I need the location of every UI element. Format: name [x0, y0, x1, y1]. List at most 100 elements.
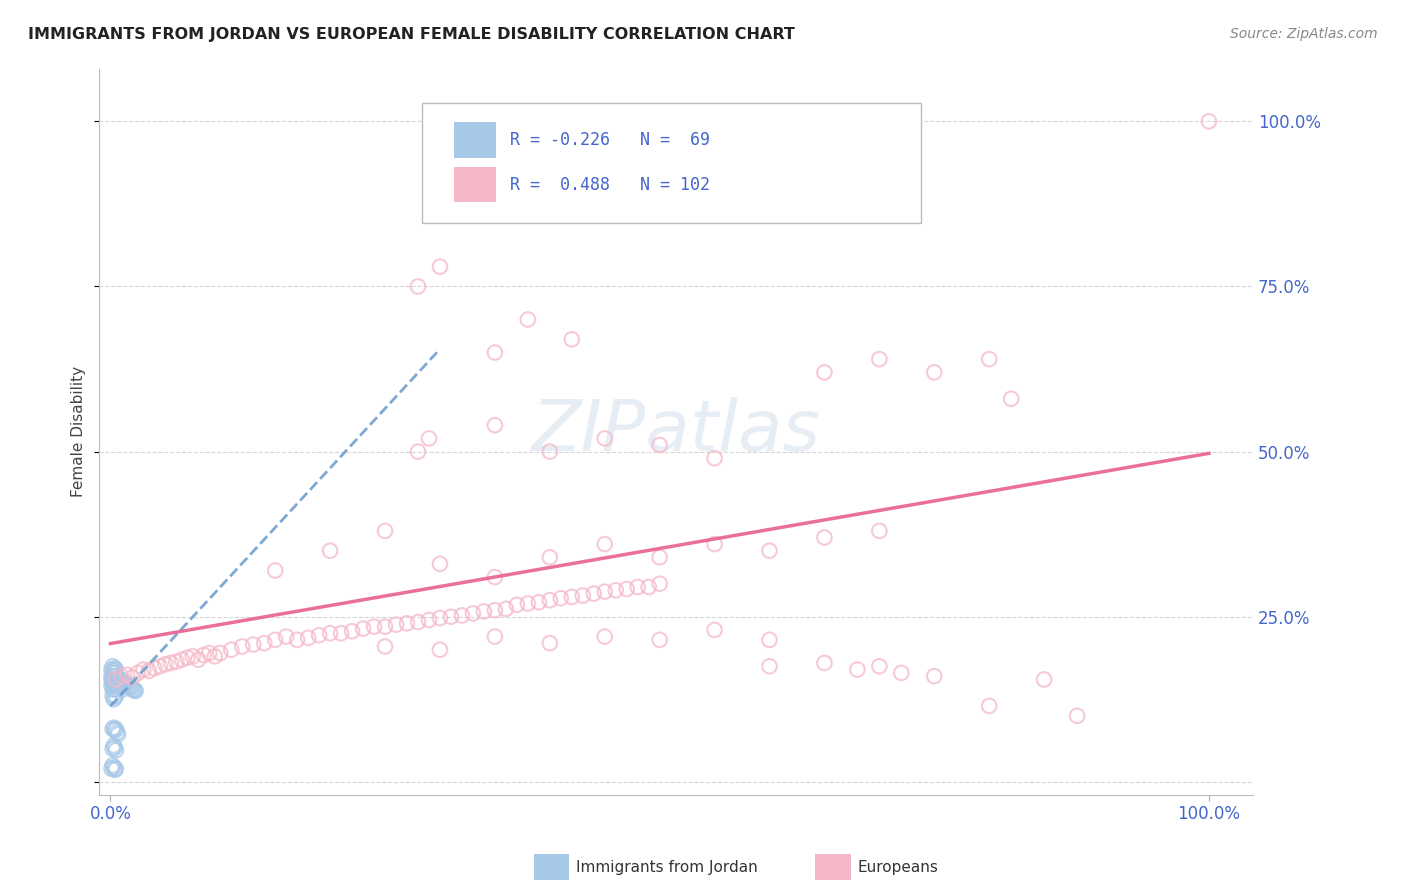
Text: Immigrants from Jordan: Immigrants from Jordan: [576, 860, 758, 874]
Point: [111, 682, 134, 697]
Point: [104, 675, 127, 690]
Point: [107, 727, 129, 741]
Point: [461, 607, 484, 621]
Text: R = -0.226   N =  69: R = -0.226 N = 69: [510, 131, 710, 149]
Point: [103, 760, 125, 774]
Point: [648, 632, 671, 647]
Point: [115, 677, 138, 691]
Point: [104, 669, 127, 683]
Point: [516, 597, 538, 611]
Point: [120, 681, 142, 695]
Point: [103, 664, 125, 678]
Point: [385, 617, 408, 632]
Point: [104, 723, 127, 738]
Point: [253, 636, 276, 650]
Point: [516, 194, 538, 208]
Point: [374, 640, 396, 654]
Point: [922, 365, 945, 379]
Point: [104, 665, 127, 680]
Point: [101, 675, 124, 690]
Point: [429, 557, 451, 571]
Point: [593, 584, 616, 599]
Point: [104, 682, 127, 697]
Point: [104, 673, 127, 687]
Point: [104, 673, 127, 687]
Point: [1000, 392, 1022, 406]
Point: [703, 451, 725, 466]
Point: [103, 673, 125, 687]
Point: [285, 632, 308, 647]
Point: [110, 673, 132, 687]
Point: [101, 722, 124, 736]
Point: [242, 638, 264, 652]
Point: [264, 632, 287, 647]
Point: [538, 593, 561, 607]
Point: [648, 576, 671, 591]
Point: [648, 438, 671, 452]
Point: [143, 661, 166, 675]
Point: [103, 669, 125, 683]
Point: [374, 620, 396, 634]
Point: [297, 631, 319, 645]
Point: [103, 721, 125, 735]
Point: [637, 580, 659, 594]
Point: [101, 659, 124, 673]
Point: [101, 665, 124, 680]
Point: [231, 640, 253, 654]
Point: [108, 679, 131, 693]
Point: [319, 543, 342, 558]
Point: [516, 312, 538, 326]
Point: [627, 580, 650, 594]
Point: [204, 649, 226, 664]
Point: [758, 632, 780, 647]
Point: [429, 260, 451, 274]
Point: [103, 692, 125, 706]
Point: [374, 524, 396, 538]
Point: [922, 669, 945, 683]
Point: [138, 664, 160, 678]
Point: [114, 677, 136, 691]
Point: [308, 628, 330, 642]
Point: [605, 583, 627, 598]
Point: [593, 431, 616, 445]
Point: [170, 653, 193, 667]
Point: [115, 668, 138, 682]
Point: [495, 602, 517, 616]
Point: [209, 646, 232, 660]
Point: [582, 586, 605, 600]
Point: [758, 659, 780, 673]
Point: [484, 570, 506, 584]
Point: [406, 615, 429, 629]
Point: [100, 673, 122, 687]
Point: [104, 690, 127, 705]
Point: [112, 675, 135, 690]
Point: [120, 681, 142, 695]
Point: [484, 630, 506, 644]
Point: [538, 444, 561, 458]
Point: [149, 659, 172, 673]
Point: [112, 679, 135, 693]
Point: [122, 682, 145, 697]
Point: [890, 665, 912, 680]
Point: [561, 332, 583, 346]
Point: [100, 663, 122, 677]
Point: [176, 650, 198, 665]
Point: [104, 763, 127, 777]
Point: [125, 683, 148, 698]
Point: [330, 626, 353, 640]
Point: [406, 279, 429, 293]
Point: [110, 679, 132, 693]
Point: [527, 595, 550, 609]
Point: [104, 689, 127, 703]
Point: [846, 663, 869, 677]
Point: [319, 626, 342, 640]
Point: [104, 663, 127, 677]
Point: [193, 648, 215, 662]
Point: [104, 679, 127, 693]
Point: [276, 630, 298, 644]
Point: [101, 689, 124, 703]
Point: [187, 653, 209, 667]
Point: [117, 679, 139, 693]
Text: Source: ZipAtlas.com: Source: ZipAtlas.com: [1230, 27, 1378, 41]
Point: [648, 550, 671, 565]
